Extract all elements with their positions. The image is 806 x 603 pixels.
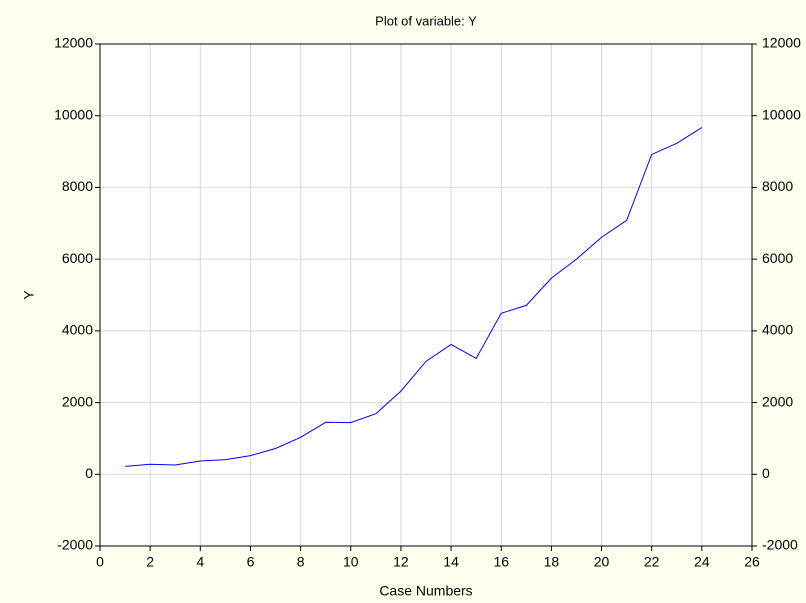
plot-border: [99, 43, 753, 547]
y2-tick-label: 10000: [762, 106, 801, 122]
y-tick-label: 6000: [62, 250, 93, 266]
y-axis-label: Y: [21, 290, 37, 300]
x-tick-label: 8: [297, 554, 305, 570]
x-tick-label: 26: [744, 554, 760, 570]
y-tick-label: 4000: [62, 322, 93, 338]
x-tick-label: 12: [393, 554, 409, 570]
y2-tick-label: 8000: [762, 178, 793, 194]
y2-tick-label: 2000: [762, 393, 793, 409]
y2-tick-label: 4000: [762, 322, 793, 338]
y2-tick-label: 12000: [762, 35, 801, 51]
y-tick-label: 0: [85, 465, 93, 481]
x-tick-label: 18: [544, 554, 560, 570]
data-line: [125, 127, 703, 467]
x-tick-label: 2: [146, 554, 154, 570]
x-tick-label: 6: [247, 554, 255, 570]
x-axis-label: Case Numbers: [379, 583, 472, 599]
x-tick-label: 14: [443, 554, 459, 570]
x-tick-label: 0: [96, 554, 104, 570]
y2-tick-label: -2000: [762, 537, 798, 553]
x-tick-label: 4: [196, 554, 204, 570]
x-tick-label: 20: [594, 554, 610, 570]
x-tick-label: 10: [343, 554, 359, 570]
y-tick-label: -2000: [57, 537, 93, 553]
y-tick-label: 8000: [62, 178, 93, 194]
x-tick-label: 22: [644, 554, 660, 570]
plot-area: [100, 44, 752, 546]
y2-tick-label: 6000: [762, 250, 793, 266]
chart-title: Plot of variable: Y: [375, 13, 477, 28]
y2-tick-label: 0: [762, 465, 770, 481]
y-tick-label: 12000: [54, 35, 93, 51]
y-tick-label: 2000: [62, 393, 93, 409]
x-tick-label: 24: [694, 554, 710, 570]
y-tick-label: 10000: [54, 106, 93, 122]
x-tick-label: 16: [493, 554, 509, 570]
